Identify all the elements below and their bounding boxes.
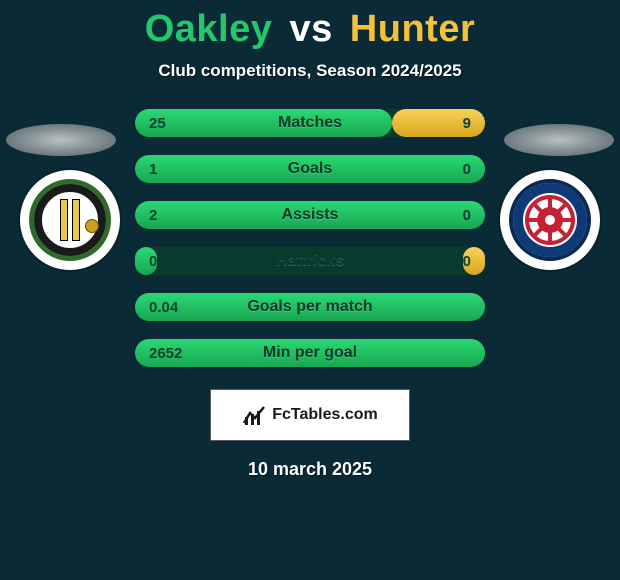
date: 10 march 2025 [248, 459, 372, 480]
stat-label: Goals [135, 160, 485, 178]
subtitle: Club competitions, Season 2024/2025 [158, 61, 461, 81]
chart-icon [242, 403, 266, 427]
badge-shadow-left [6, 124, 116, 156]
stat-row: 0.04Goals per match [135, 293, 485, 321]
stat-row: 20Assists [135, 201, 485, 229]
page-title: Oakley vs Hunter [145, 8, 476, 51]
stat-label: Assists [135, 206, 485, 224]
solihull-moors-crest [29, 179, 111, 261]
stat-label: Matches [135, 114, 485, 132]
player2-name: Hunter [350, 8, 475, 50]
stat-label: Goals per match [135, 298, 485, 316]
vs-text: vs [289, 8, 332, 50]
hartlepool-united-crest [509, 179, 591, 261]
comparison-card: Oakley vs Hunter Club competitions, Seas… [0, 0, 620, 580]
team-badge-right [500, 170, 600, 270]
stat-label: Min per goal [135, 344, 485, 362]
stat-row: 10Goals [135, 155, 485, 183]
badge-shadow-right [504, 124, 614, 156]
stat-row: 00Hattricks [135, 247, 485, 275]
team-badge-left [20, 170, 120, 270]
stat-bars: 259Matches 10Goals 20Assists 00Hattricks 0.0… [135, 109, 485, 367]
fctables-text: FcTables.com [272, 406, 378, 424]
stat-row: 2652Min per goal [135, 339, 485, 367]
stat-row: 259Matches [135, 109, 485, 137]
player1-name: Oakley [145, 8, 273, 50]
stat-label: Hattricks [135, 252, 485, 270]
fctables-logo: FcTables.com [210, 389, 410, 441]
